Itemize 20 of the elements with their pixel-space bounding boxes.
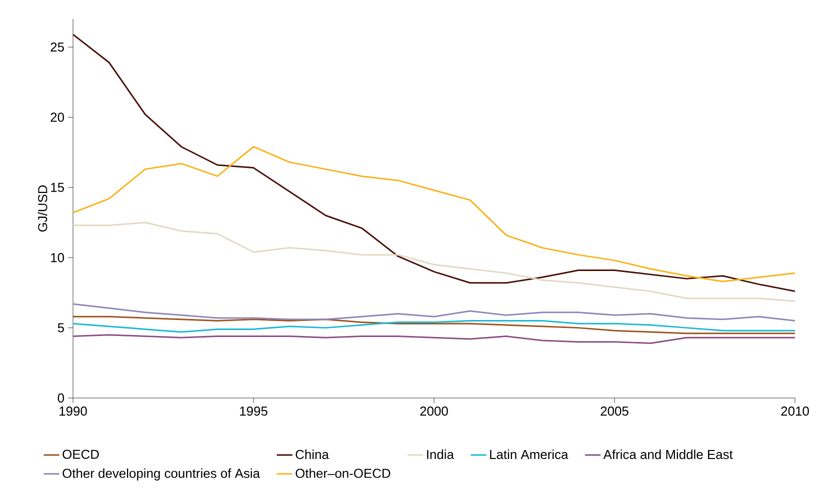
line-series — [73, 303, 796, 322]
legend-label: India — [427, 450, 454, 460]
y-tick-label: 5 — [58, 323, 64, 332]
legend-label: Other developing countries of Asia — [62, 468, 260, 480]
y-tick-label: 15 — [51, 182, 64, 192]
y-axis-title: GJ/USD — [38, 185, 48, 232]
x-tick-label: 2000 — [420, 406, 448, 416]
x-tick-label: 2005 — [600, 406, 628, 416]
legend-label: China — [296, 450, 329, 460]
y-tick-label: 0 — [58, 393, 64, 403]
legend-label: Latin America — [490, 450, 568, 460]
legend-label: OECD — [62, 450, 99, 459]
y-tick-label: 10 — [51, 253, 64, 262]
x-tick-label: 1990 — [60, 406, 87, 416]
x-tick-label: 1995 — [240, 406, 268, 416]
y-tick-label: 20 — [50, 112, 64, 122]
legend-label: Other–on-OECD — [296, 468, 390, 478]
legend-label: Africa and Middle East — [603, 450, 733, 460]
x-tick-label: 2010 — [781, 406, 809, 416]
y-tick-label: 25 — [50, 42, 64, 52]
